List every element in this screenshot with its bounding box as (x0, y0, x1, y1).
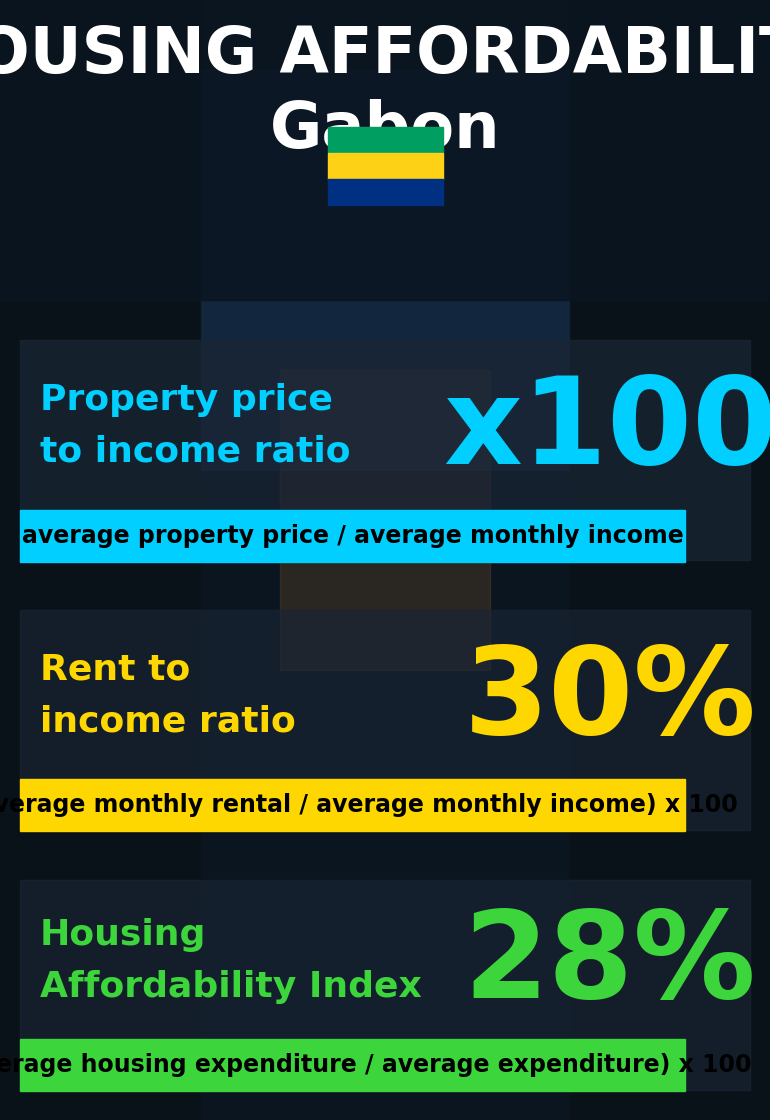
Bar (280, 370, 490, 670)
Bar (20, 610, 750, 830)
Bar (327, 127, 443, 153)
Text: income ratio: income ratio (40, 704, 296, 739)
Text: 30%: 30% (464, 642, 756, 758)
Text: Property price: Property price (40, 383, 333, 417)
Bar (570, 0, 770, 1120)
Bar (20, 880, 750, 1090)
Text: (average monthly rental / average monthly income) x 100: (average monthly rental / average monthl… (0, 793, 738, 816)
Bar (20, 780, 685, 831)
Text: Housing: Housing (40, 918, 206, 952)
Bar (327, 153, 443, 179)
Text: HOUSING AFFORDABILITY: HOUSING AFFORDABILITY (0, 24, 770, 86)
Bar (20, 340, 750, 560)
Text: x100: x100 (443, 372, 770, 488)
Bar (0, 0, 200, 1120)
Text: average property price / average monthly income: average property price / average monthly… (22, 524, 684, 548)
Text: (average housing expenditure / average expenditure) x 100: (average housing expenditure / average e… (0, 1053, 752, 1077)
Bar (0, 0, 770, 300)
Text: Affordability Index: Affordability Index (40, 970, 422, 1004)
Text: Rent to: Rent to (40, 653, 190, 687)
Bar (327, 179, 443, 205)
Bar (200, 69, 570, 470)
Bar (20, 510, 685, 562)
Text: to income ratio: to income ratio (40, 435, 350, 469)
Text: 28%: 28% (464, 906, 756, 1024)
Bar (20, 1039, 685, 1091)
Text: Gabon: Gabon (270, 99, 500, 161)
